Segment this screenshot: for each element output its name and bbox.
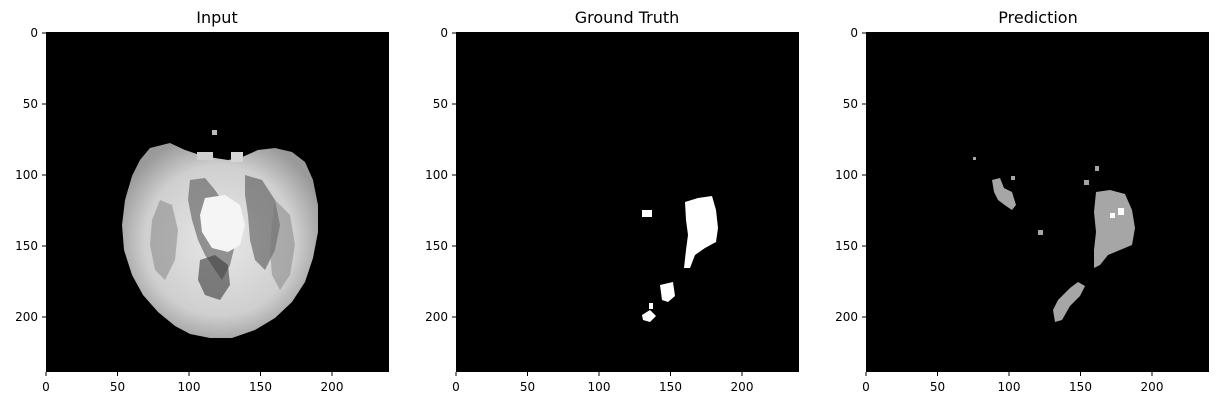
input-x-tick-3: 150 (249, 380, 272, 394)
ground-truth-image-background (456, 32, 799, 372)
ground-truth-y-axis: 0 50 100 150 200 (425, 26, 456, 324)
prediction-x-tick-2: 100 (998, 380, 1021, 394)
ground-truth-x-tick-0: 0 (452, 380, 460, 394)
input-y-axis: 0 50 100 150 200 (15, 26, 46, 324)
input-y-tick-0: 0 (30, 26, 38, 40)
panel-title-ground-truth: Ground Truth (575, 8, 680, 27)
prediction-y-tick-0: 0 (850, 26, 858, 40)
input-x-tick-0: 0 (42, 380, 50, 394)
prediction-y-tick-4: 200 (835, 310, 858, 324)
input-x-tick-1: 50 (110, 380, 125, 394)
prediction-y-axis: 0 50 100 150 200 (835, 26, 866, 324)
ground-truth-x-tick-3: 150 (659, 380, 682, 394)
panel-input: Input 0 50 100 150 20 (15, 8, 389, 394)
input-x-tick-2: 100 (178, 380, 201, 394)
input-y-tick-2: 100 (15, 168, 38, 182)
panel-prediction: Prediction 0 50 100 150 200 (835, 8, 1209, 394)
prediction-x-axis: 0 50 100 150 200 (862, 372, 1163, 394)
input-y-tick-3: 150 (15, 239, 38, 253)
ground-truth-y-tick-3: 150 (425, 239, 448, 253)
ground-truth-x-tick-4: 200 (731, 380, 754, 394)
panel-title-input: Input (196, 8, 237, 27)
panel-ground-truth: Ground Truth 0 50 100 150 200 (425, 8, 799, 394)
input-x-tick-4: 200 (321, 380, 344, 394)
prediction-y-tick-1: 50 (843, 97, 858, 111)
ground-truth-x-tick-2: 100 (588, 380, 611, 394)
input-y-tick-4: 200 (15, 310, 38, 324)
prediction-image-background (866, 32, 1209, 372)
input-y-tick-1: 50 (23, 97, 38, 111)
prediction-y-tick-3: 150 (835, 239, 858, 253)
prediction-x-tick-1: 50 (930, 380, 945, 394)
panel-title-prediction: Prediction (998, 8, 1077, 27)
ground-truth-y-tick-1: 50 (433, 97, 448, 111)
ground-truth-y-tick-2: 100 (425, 168, 448, 182)
prediction-x-tick-3: 150 (1069, 380, 1092, 394)
prediction-x-tick-0: 0 (862, 380, 870, 394)
ground-truth-y-tick-4: 200 (425, 310, 448, 324)
input-x-axis: 0 50 100 150 200 (42, 372, 343, 394)
prediction-x-tick-4: 200 (1141, 380, 1164, 394)
ground-truth-y-tick-0: 0 (440, 26, 448, 40)
ground-truth-x-tick-1: 50 (520, 380, 535, 394)
prediction-y-tick-2: 100 (835, 168, 858, 182)
ground-truth-x-axis: 0 50 100 150 200 (452, 372, 753, 394)
